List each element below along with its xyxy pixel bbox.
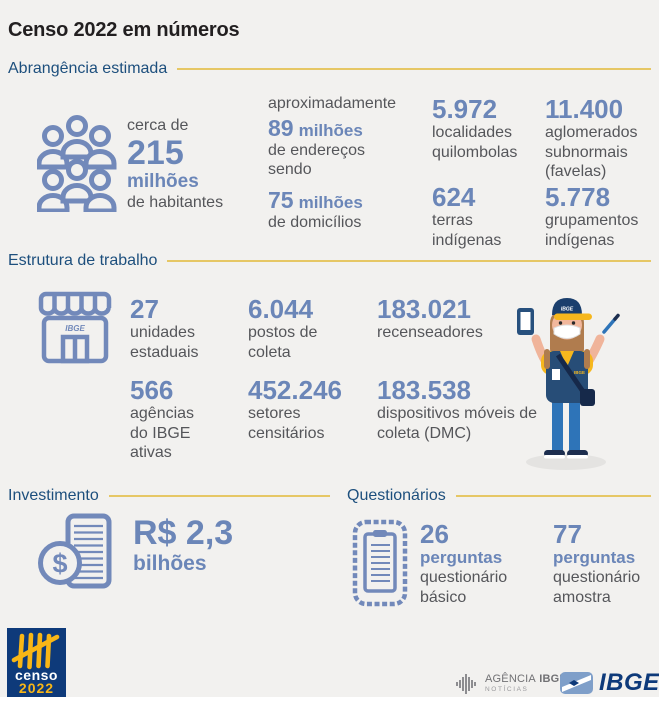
section-header-investimento: Investimento (8, 486, 330, 506)
stat-unit: perguntas (420, 548, 503, 568)
stat-label: postos de coleta (248, 324, 318, 361)
ibge-logo: IBGE (560, 669, 659, 697)
stat-label: dispositivos móveis de coleta (DMC) (377, 405, 538, 442)
stat-number: 5.778 (545, 182, 611, 212)
stat-postos-de-coleta: 6.044 postos de coleta (248, 294, 318, 362)
cap-label-text: IBGE (561, 307, 574, 313)
divider-line (108, 495, 330, 497)
section-title: Investimento (8, 487, 99, 504)
stat-label: questionário amostra (553, 569, 641, 606)
agencia-text: AGÊNCIA IBGE NOTÍCIAS (485, 674, 567, 694)
page-title: Censo 2022 em números (8, 19, 240, 42)
stat-number: 624 (432, 182, 476, 212)
stat-label: de habitantes (127, 194, 224, 212)
people-group-icon (37, 112, 117, 212)
stat-number: R$ 2,3 (133, 514, 234, 552)
stat-number: 566 (130, 375, 174, 405)
stat-dispositivos-moveis: 183.538 dispositivos móveis de coleta (D… (377, 375, 552, 443)
stat-investimento: R$ 2,3 bilhões (133, 514, 263, 576)
ibge-symbol-icon (560, 672, 593, 694)
stat-unit: milhões (127, 171, 199, 193)
stat-questionario-amostra: 77 perguntas questionário amostra (553, 519, 658, 607)
divider-line (455, 495, 651, 497)
stat-label: questionário básico (420, 569, 508, 606)
stat-population: cerca de 215 milhões de habitantes (127, 116, 239, 213)
stat-label: recenseadores (377, 324, 483, 342)
stat-number: 11.400 (545, 94, 624, 124)
section-title: Questionários (347, 487, 446, 504)
censo-logo-year: 2022 (19, 680, 54, 696)
stat-label: grupamentos indígenas (545, 212, 639, 249)
stat-line: 89 milhões (268, 114, 390, 141)
stat-unit: perguntas (553, 548, 636, 568)
stat-aglomerados-subnormais: 11.400 aglomerados subnormais (favelas) (545, 94, 657, 182)
store-sign-text: IBGE (65, 324, 85, 333)
stat-unit: milhões (298, 192, 363, 212)
census-taker-illustration: IBGE IBGE (517, 298, 620, 470)
divider-line (167, 260, 651, 262)
stat-number: 89 (268, 114, 294, 141)
stat-number: 183.538 (377, 375, 471, 405)
clipboard-stamp-icon (352, 519, 408, 607)
pen-icon (602, 313, 620, 334)
stat-grupamentos-indigenas: 5.778 grupamentos indígenas (545, 182, 655, 250)
censo-logo-word: censo (15, 667, 58, 683)
stat-number: 77 (553, 519, 582, 549)
stat-label: unidades estaduais (130, 324, 199, 361)
stat-number: 215 (127, 133, 184, 172)
bottom-white-strip (0, 697, 659, 706)
stat-intro: cerca de (127, 117, 189, 134)
dollar-sign: $ (52, 549, 67, 579)
stat-number: 27 (130, 294, 159, 324)
stat-localidades-quilombolas: 5.972 localidades quilombolas (432, 94, 536, 162)
agencia-prefix: AGÊNCIA (485, 673, 536, 686)
stat-intro: aproximadamente (268, 95, 397, 112)
agencia-bars-icon (456, 674, 476, 694)
stat-setores-censitarios: 452.246 setores censitários (248, 375, 360, 443)
stat-label: de endereços sendo (268, 141, 365, 179)
section-header-estrutura: Estrutura de trabalho (8, 251, 651, 271)
stat-label: setores censitários (248, 405, 325, 442)
section-title: Abrangência estimada (8, 60, 168, 77)
agencia-brand: IBGE (539, 673, 567, 686)
storefront-icon: IBGE (38, 291, 112, 364)
stat-unidades-estaduais: 27 unidades estaduais (130, 294, 225, 362)
section-title: Estrutura de trabalho (8, 252, 158, 269)
stat-terras-indigenas: 624 terras indígenas (432, 182, 522, 250)
stat-label: agências do IBGE ativas (130, 405, 195, 462)
ibge-wordmark: IBGE (599, 669, 659, 696)
mobile-device-icon (517, 308, 534, 335)
stat-label: aglomerados subnormais (favelas) (545, 124, 638, 181)
stat-unit: milhões (298, 120, 363, 140)
section-header-questionarios: Questionários (347, 486, 651, 506)
censo-2022-logo: censo 2022 (7, 628, 66, 697)
stat-label: terras indígenas (432, 212, 502, 249)
stat-agencias-ibge: 566 agências do IBGE ativas (130, 375, 210, 463)
invoice-dollar-icon: $ (38, 513, 112, 589)
stat-recenseadores: 183.021 recenseadores (377, 294, 517, 343)
divider-line (177, 68, 651, 70)
stat-number: 75 (268, 186, 294, 213)
stat-number: 183.021 (377, 294, 471, 324)
agencia-subtitle: NOTÍCIAS (485, 686, 529, 694)
stat-questionario-basico: 26 perguntas questionário básico (420, 519, 538, 607)
stat-number: 5.972 (432, 94, 498, 124)
stat-number: 452.246 (248, 375, 342, 405)
section-header-abrangencia: Abrangência estimada (8, 59, 651, 79)
agencia-ibge-noticias-logo: AGÊNCIA IBGE NOTÍCIAS (455, 673, 567, 695)
stat-addresses: aproximadamente 89 milhões de endereços … (268, 94, 397, 232)
stat-number: 26 (420, 519, 449, 549)
stat-line: 75 milhões (268, 186, 390, 213)
stat-number: 6.044 (248, 294, 314, 324)
vest-label-text: IBGE (574, 370, 585, 375)
stat-unit: bilhões (133, 551, 207, 575)
stat-label: localidades quilombolas (432, 124, 518, 161)
stat-label: de domicílios (268, 213, 362, 231)
